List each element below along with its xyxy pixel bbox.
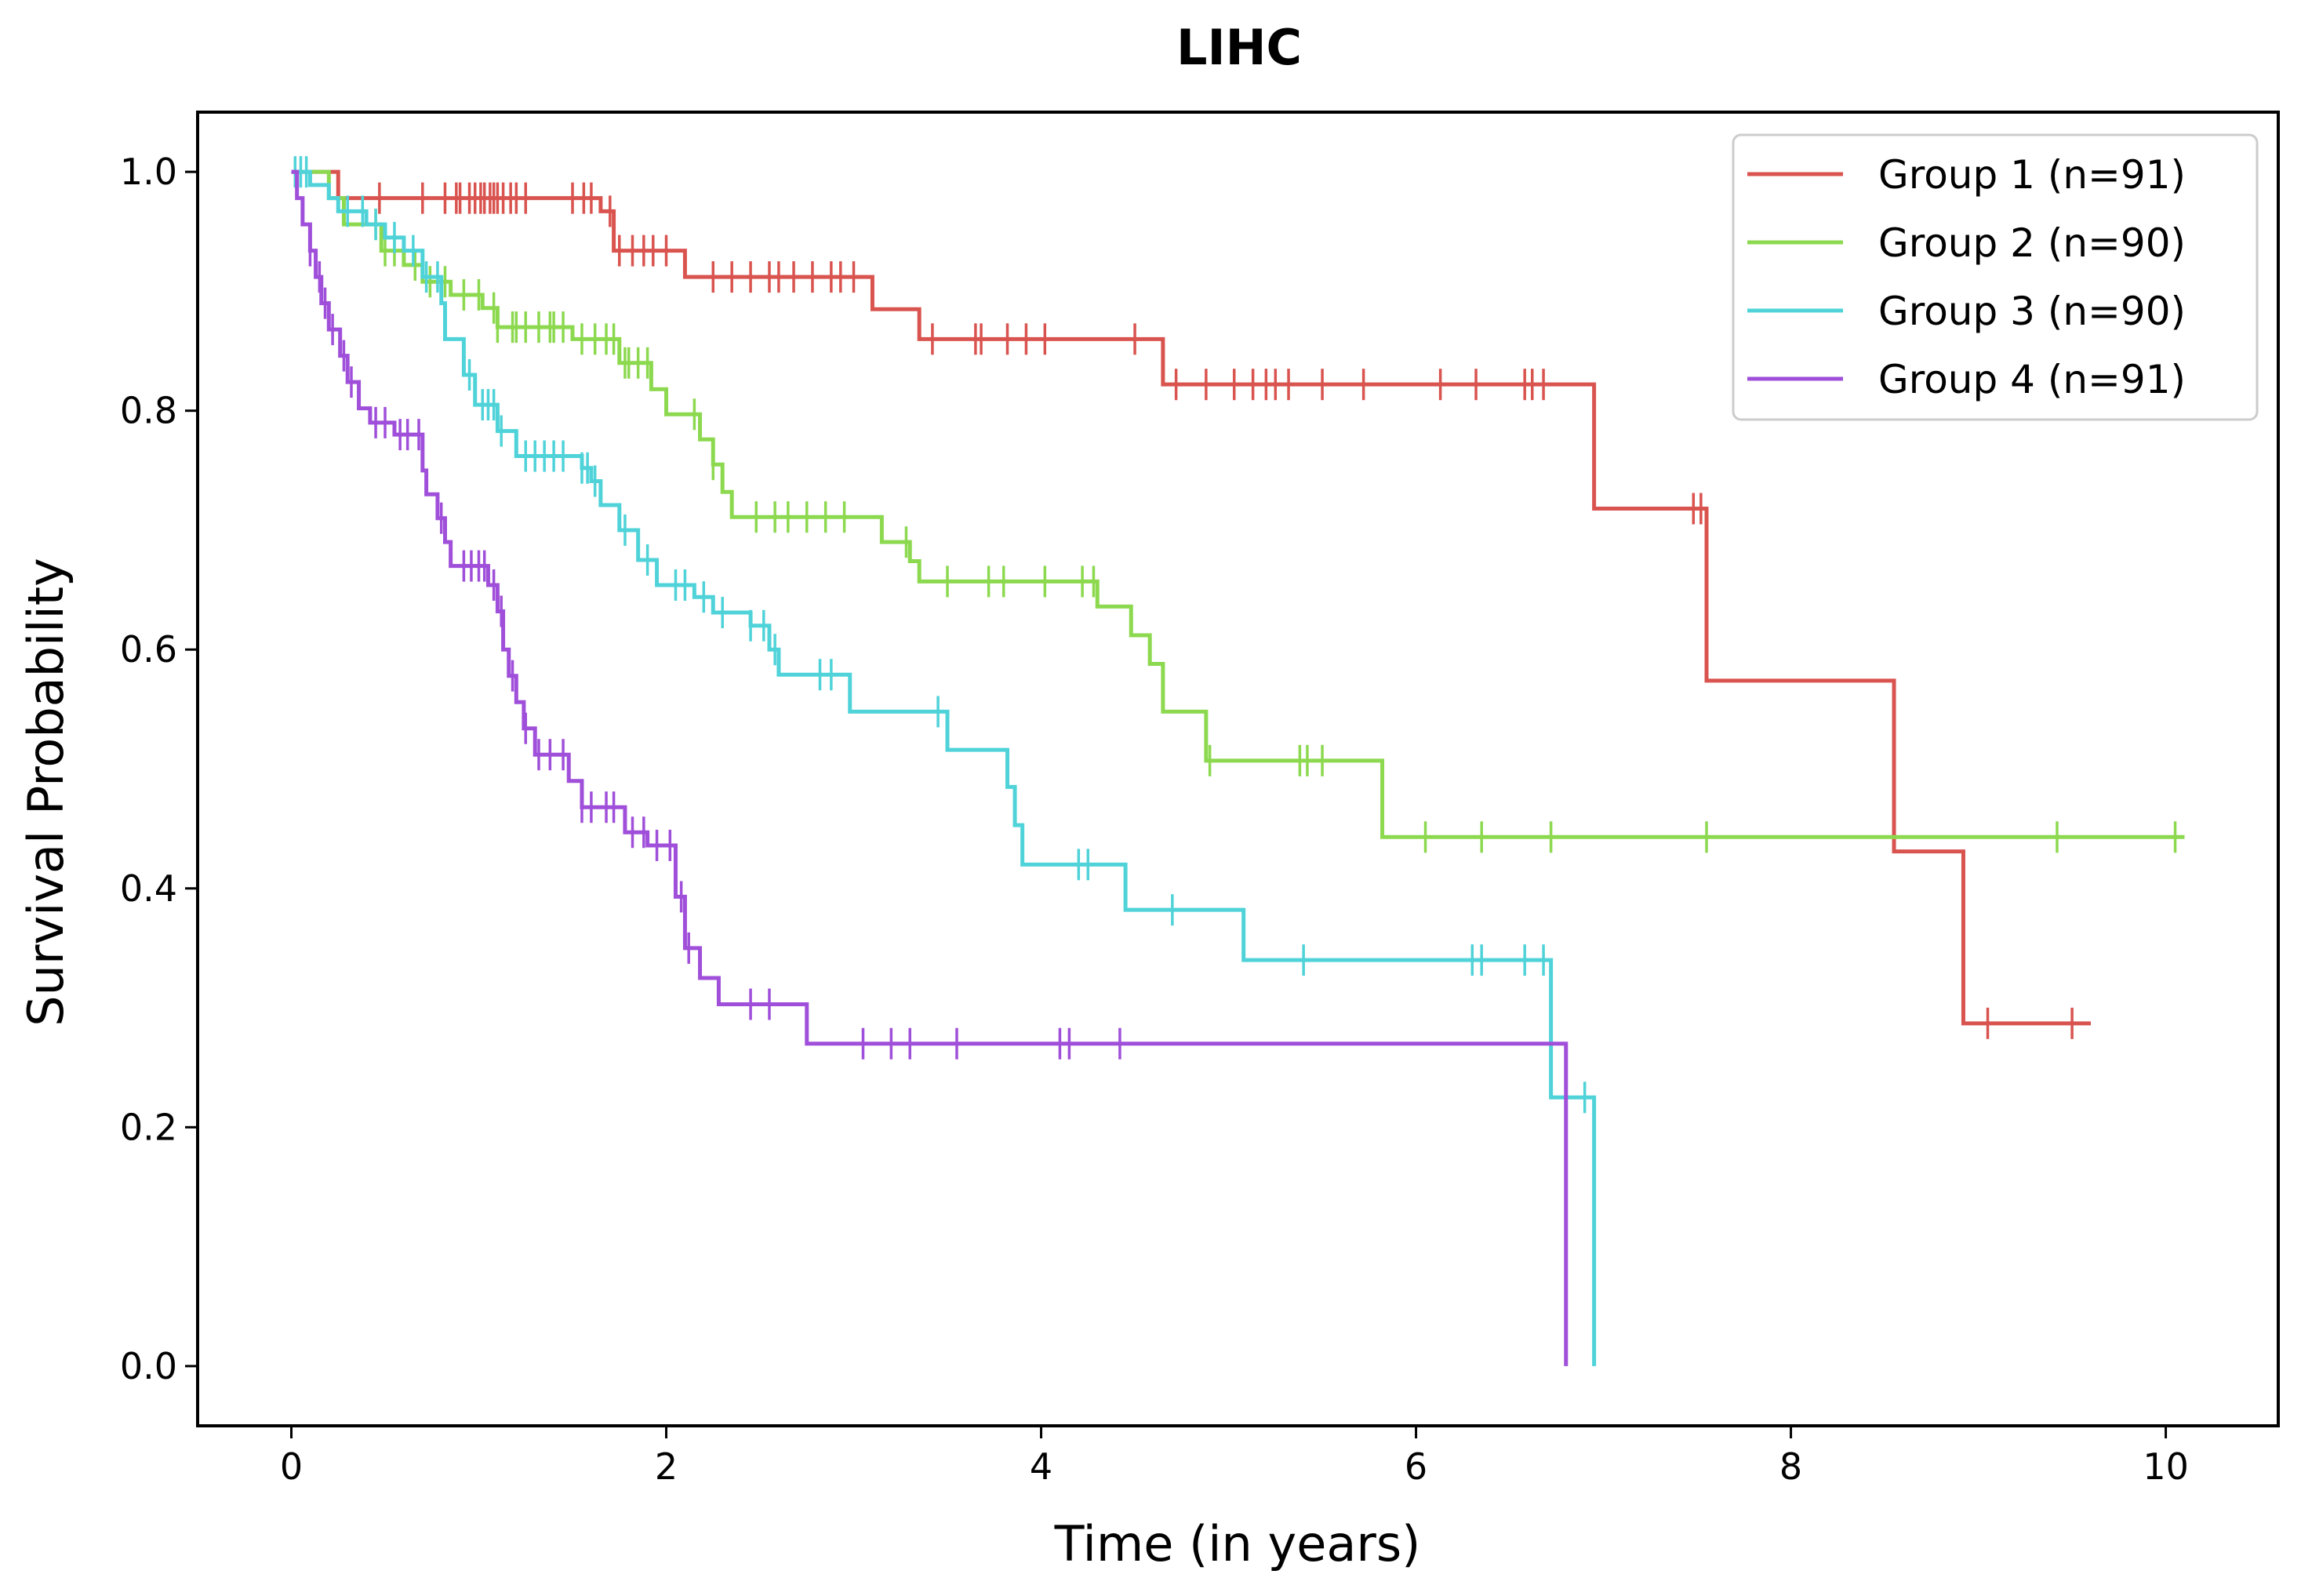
legend-box xyxy=(1732,133,2259,421)
x-tick-label: 8 xyxy=(1779,1445,1802,1488)
series-group-1 xyxy=(291,169,2091,1039)
survival-curve xyxy=(291,169,2091,1026)
y-tick-label: 0.0 xyxy=(120,1345,177,1387)
chart-title: LIHC xyxy=(1176,19,1302,76)
series-group-3 xyxy=(291,156,1597,1366)
legend-label: Group 1 (n=91) xyxy=(1878,152,2186,198)
x-axis-label: Time (in years) xyxy=(1054,1515,1421,1572)
survival-curve xyxy=(291,169,1569,1366)
y-tick-label: 0.4 xyxy=(120,867,177,910)
legend-label: Group 3 (n=90) xyxy=(1878,289,2186,334)
legend: Group 1 (n=91) Group 2 (n=90) Group 3 (n=9… xyxy=(1732,133,2259,421)
plot-frame xyxy=(196,111,2280,1427)
x-tick-label: 4 xyxy=(1030,1445,1052,1488)
legend-label: Group 4 (n=91) xyxy=(1878,357,2186,402)
y-tick-label: 0.6 xyxy=(120,628,177,671)
legend-label: Group 2 (n=90) xyxy=(1878,220,2186,266)
x-tick-label: 2 xyxy=(655,1445,678,1488)
y-axis: 0.0 0.2 0.4 0.6 0.8 1.0 xyxy=(120,151,198,1387)
x-tick-label: 10 xyxy=(2143,1445,2189,1488)
y-tick-label: 0.2 xyxy=(120,1106,177,1148)
y-axis-label: Survival Probability xyxy=(17,558,75,1026)
x-axis: 0 2 4 6 8 10 xyxy=(280,1426,2189,1488)
x-tick-label: 0 xyxy=(280,1445,303,1488)
x-tick-label: 6 xyxy=(1405,1445,1427,1488)
y-tick-label: 1.0 xyxy=(120,151,177,193)
plot-area xyxy=(291,156,2185,1366)
series-group-4 xyxy=(291,169,1569,1366)
survival-curve xyxy=(291,169,1597,1366)
y-tick-label: 0.8 xyxy=(120,390,177,432)
